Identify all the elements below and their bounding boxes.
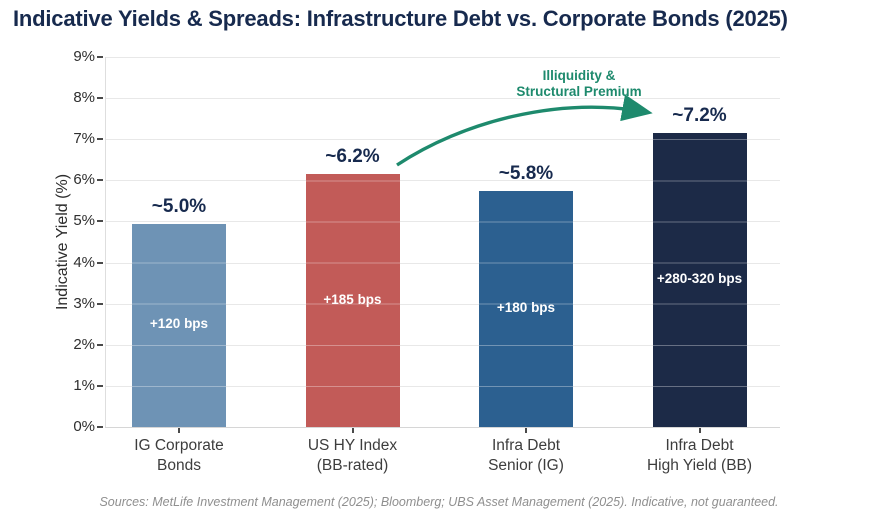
source-note: Sources: MetLife Investment Management (… [99,495,779,509]
y-axis-spine [105,57,106,427]
x-tick-mark [178,428,180,433]
y-tick-mark [97,343,103,346]
y-tick-label: 8% [73,89,95,107]
y-tick-label: 4% [73,253,95,271]
y-tick-label: 5% [73,212,95,230]
bar-4 [652,133,747,427]
x-axis-spine [105,427,780,428]
bar-3 [479,190,573,427]
x-tick-label-line: (BB-rated) [316,457,389,474]
bar-spread-label: +280-320 bps [656,271,743,287]
x-tick-label: US HY Index (BB-rated) [268,436,438,476]
y-tick-mark [97,302,103,305]
x-tick-mark [698,428,701,433]
x-tick-label-line: IG Corporate [134,437,224,454]
bar-2 [305,174,400,427]
x-tick-label-line: Bonds [157,457,201,474]
y-tick-mark [97,179,103,182]
x-tick-label-line: High Yield (BB) [646,457,753,474]
y-tick-label: 1% [73,376,95,394]
bar-value-label: ~5.0% [151,195,207,217]
gridline [105,303,780,305]
x-tick-mark [525,428,527,433]
x-tick-label: IG Corporate Bonds [94,436,264,476]
y-tick-label: 6% [73,171,95,189]
bar-value-label: ~5.8% [498,162,554,184]
x-tick-label: Infra Debt High Yield (BB) [615,436,785,476]
gridline [105,57,780,58]
y-tick-mark [97,384,103,387]
x-tick-label-line: Infra Debt [491,437,561,454]
annotation-line-1: Illiquidity & [542,68,616,83]
y-tick-label: 2% [73,335,95,353]
x-tick-label-line: Senior (IG) [488,457,564,474]
y-tick-mark [97,138,103,141]
y-tick-mark [97,220,103,223]
gridline [105,385,780,387]
bar-value-label: ~7.2% [672,105,727,127]
gridline [105,262,780,264]
y-tick-mark [97,261,103,264]
y-tick-mark [97,56,103,58]
gridline [105,344,780,346]
x-tick-mark [351,428,354,433]
chart-title: Indicative Yields & Spreads: Infrastruct… [13,6,788,31]
annotation-premium: Illiquidity & Structural Premium [474,68,684,100]
y-tick-mark [97,97,103,100]
bar-spread-label: +185 bps [323,291,382,307]
gridline [105,180,780,182]
y-tick-label: 9% [73,48,95,65]
x-tick-label-line: US HY Index [307,437,398,454]
y-tick-label: 7% [73,130,95,148]
bar-spread-label: +180 bps [496,299,556,315]
y-tick-mark [97,426,103,428]
y-tick-label: 0% [73,418,95,435]
gridline [105,98,780,100]
gridline [105,221,780,223]
bar-value-label: ~6.2% [325,146,380,168]
y-tick-label: 3% [73,294,95,312]
premium-arrow-path [396,94,653,167]
x-tick-label-line: Infra Debt [665,437,734,454]
bar-1 [132,223,226,427]
annotation-line-2: Structural Premium [516,84,642,99]
bar-spread-label: +120 bps [149,316,209,332]
x-tick-label: Infra Debt Senior (IG) [441,436,611,476]
